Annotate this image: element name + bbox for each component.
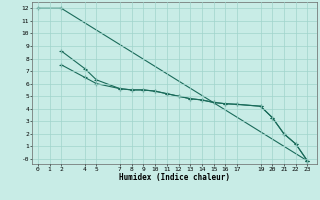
X-axis label: Humidex (Indice chaleur): Humidex (Indice chaleur) xyxy=(119,173,230,182)
